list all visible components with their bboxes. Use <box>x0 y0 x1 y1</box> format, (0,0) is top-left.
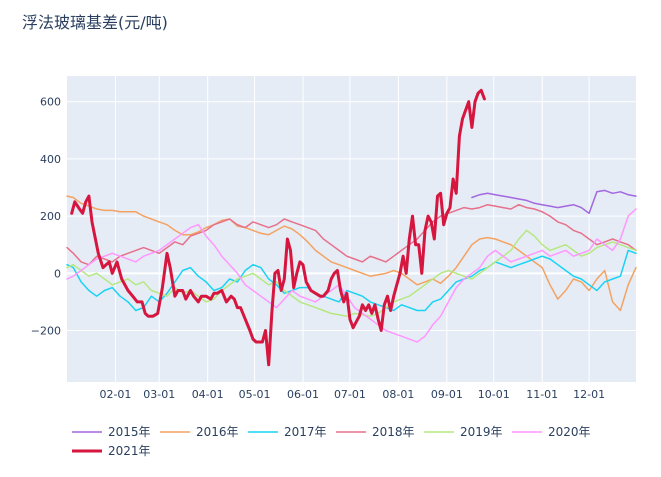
legend-label: 2021年 <box>108 444 151 458</box>
y-tick-label: 200 <box>40 210 61 223</box>
legend-label: 2020年 <box>548 425 591 439</box>
legend-label: 2017年 <box>284 425 327 439</box>
legend-item[interactable]: 2021年 <box>72 444 151 458</box>
legend-label: 2018年 <box>372 425 415 439</box>
x-tick-label: 04-01 <box>192 388 224 401</box>
series-line-7[interactable] <box>70 88 486 367</box>
x-axis-ticks: 02-01 03-01 04-01 05-01 06-01 07-01 08-01 09-01… <box>99 388 605 401</box>
series-line-2[interactable] <box>66 195 637 312</box>
legend-label: 2015年 <box>108 425 151 439</box>
y-axis-ticks: −200 0 200 400 600 <box>31 96 61 338</box>
x-tick-label: 03-01 <box>143 388 175 401</box>
grid-lines <box>67 76 636 382</box>
plot-area <box>67 76 636 382</box>
series-line-1[interactable] <box>471 189 637 215</box>
y-tick-label: 400 <box>40 153 61 166</box>
x-tick-label: 08-01 <box>382 388 414 401</box>
legend-item[interactable]: 2019年 <box>424 425 503 439</box>
series-line-4[interactable] <box>66 203 637 266</box>
x-tick-label: 05-01 <box>239 388 271 401</box>
legend-item[interactable]: 2017年 <box>248 425 327 439</box>
series-layer <box>66 88 637 367</box>
legend-item[interactable]: 2020年 <box>512 425 591 439</box>
y-tick-label: 0 <box>54 267 61 280</box>
legend-label: 2016年 <box>196 425 239 439</box>
x-tick-label: 07-01 <box>334 388 366 401</box>
legend-label: 2019年 <box>460 425 503 439</box>
x-tick-label: 12-01 <box>573 388 605 401</box>
y-tick-label: −200 <box>31 325 61 338</box>
legend-item[interactable]: 2018年 <box>336 425 415 439</box>
x-tick-label: 02-01 <box>99 388 131 401</box>
legend-item[interactable]: 2015年 <box>72 425 151 439</box>
series-line-6[interactable] <box>66 208 637 343</box>
legend-item[interactable]: 2016年 <box>160 425 239 439</box>
chart-title: 浮法玻璃基差(元/吨) <box>22 13 168 32</box>
legend[interactable]: 2015年 2016年 2017年 2018年 2019年 2020年 2021年 <box>72 425 591 458</box>
y-tick-label: 600 <box>40 96 61 109</box>
x-tick-label: 09-01 <box>431 388 463 401</box>
x-tick-label: 11-01 <box>526 388 558 401</box>
x-tick-label: 10-01 <box>478 388 510 401</box>
x-tick-label: 06-01 <box>287 388 319 401</box>
